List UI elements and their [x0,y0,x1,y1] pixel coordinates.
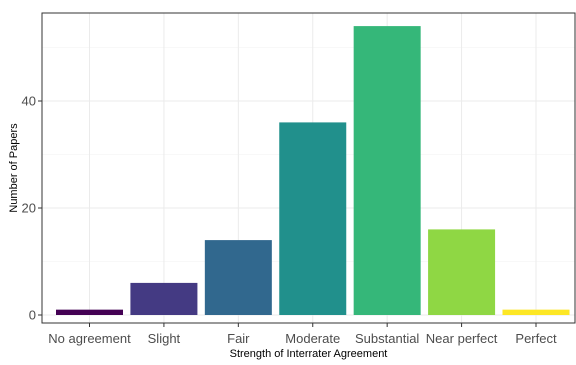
y-tick-label: 0 [29,308,36,323]
bar [56,309,123,315]
bar [130,282,198,315]
x-tick-label: No agreement [48,331,131,346]
bar [428,229,496,315]
y-tick-label: 40 [22,94,36,109]
x-tick-label: Moderate [285,331,340,346]
x-tick-label: Slight [148,331,181,346]
y-axis: 0 20 40 [22,94,42,323]
bar [353,26,421,315]
panel-border [41,12,576,324]
bar [279,122,347,316]
x-axis-title: Strength of Interrater Agreement [230,348,388,360]
bar [204,240,272,315]
bars [56,26,570,316]
x-tick-label: Fair [227,331,250,346]
x-tick-label: Near perfect [426,331,498,346]
x-axis: No agreement Slight Fair Moderate Substantia… [48,323,557,346]
y-tick-label: 20 [22,201,36,216]
x-tick-label: Perfect [515,331,557,346]
bar [502,309,570,315]
y-axis-title: Number of Papers [8,123,20,213]
x-tick-label: Substantial [355,331,419,346]
